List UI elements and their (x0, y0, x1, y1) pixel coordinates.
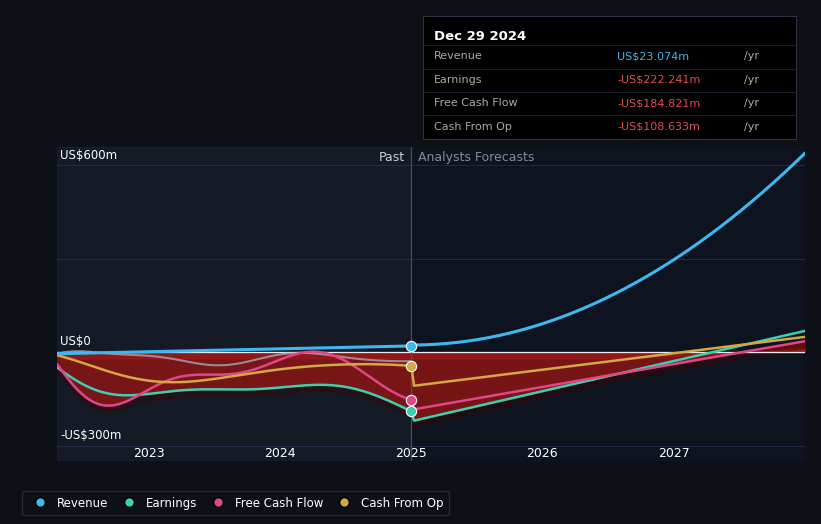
Point (405, 396, 418, 404)
Legend: Revenue, Earnings, Free Cash Flow, Cash From Op: Revenue, Earnings, Free Cash Flow, Cash … (22, 490, 449, 516)
Text: Cash From Op: Cash From Op (434, 122, 512, 132)
Bar (411, 147, 805, 461)
Text: -US$222.241m: -US$222.241m (617, 75, 700, 85)
Text: /yr: /yr (744, 51, 759, 61)
Text: -US$300m: -US$300m (60, 429, 122, 442)
Text: US$0: US$0 (60, 335, 91, 348)
Text: Past: Past (378, 151, 405, 165)
Text: Earnings: Earnings (434, 75, 483, 85)
Text: 2024: 2024 (264, 446, 296, 460)
Point (405, 342, 418, 350)
Text: -US$108.633m: -US$108.633m (617, 122, 700, 132)
Text: US$23.074m: US$23.074m (617, 51, 689, 61)
Text: 2023: 2023 (133, 446, 165, 460)
Text: 2026: 2026 (526, 446, 558, 460)
Text: /yr: /yr (744, 122, 759, 132)
Point (405, 407, 418, 416)
Text: 2027: 2027 (658, 446, 690, 460)
Bar (57, 147, 411, 461)
Text: US$600m: US$600m (60, 149, 117, 162)
Text: -US$184.821m: -US$184.821m (617, 98, 700, 108)
Text: /yr: /yr (744, 98, 759, 108)
Text: Dec 29 2024: Dec 29 2024 (434, 30, 526, 43)
Text: Revenue: Revenue (434, 51, 483, 61)
Text: Analysts Forecasts: Analysts Forecasts (418, 151, 534, 165)
Text: 2025: 2025 (396, 446, 427, 460)
Point (405, 362, 418, 370)
Text: /yr: /yr (744, 75, 759, 85)
Text: Free Cash Flow: Free Cash Flow (434, 98, 518, 108)
